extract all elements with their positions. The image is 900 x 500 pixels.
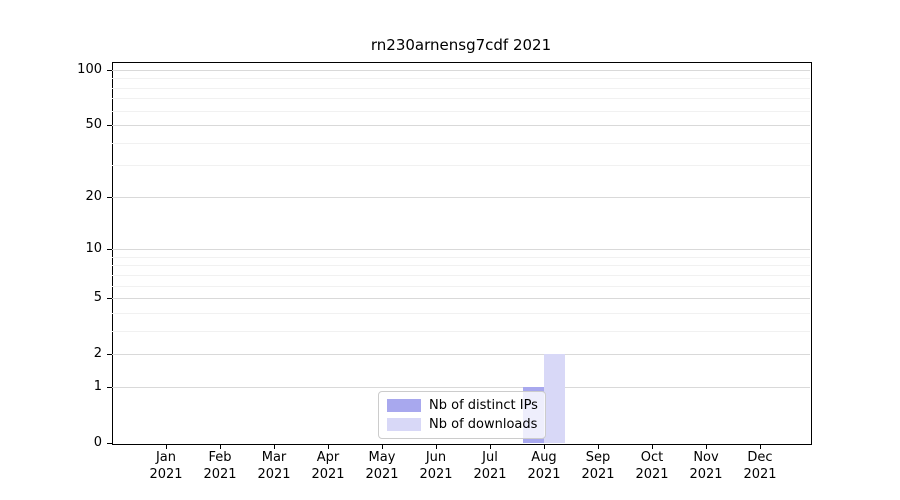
x-tick-month: Aug: [531, 450, 557, 465]
gridline-minor: [112, 142, 810, 144]
y-tick-label: 20: [85, 188, 102, 204]
bar-nb-of-downloads-aug-2021: [544, 354, 565, 443]
legend-item: Nb of downloads: [387, 417, 537, 432]
x-tick: [652, 444, 653, 449]
x-tick: [274, 444, 275, 449]
x-tick-month: Jul: [482, 450, 498, 465]
gridline-major: [112, 249, 810, 251]
x-tick-year: 2021: [743, 467, 777, 482]
gridline-minor: [112, 110, 810, 112]
gridline-major: [112, 354, 810, 356]
x-tick: [382, 444, 383, 449]
chart-title: rn230arnensg7cdf 2021: [370, 36, 552, 54]
gridline-minor: [112, 165, 810, 167]
x-tick-label: Nov 2021: [676, 449, 736, 483]
x-tick-month: Nov: [693, 450, 719, 465]
x-tick: [166, 444, 167, 449]
y-tick-label: 2: [93, 346, 102, 362]
plot-area: [112, 62, 812, 445]
y-tick: [107, 125, 112, 127]
legend: Nb of distinct IPs Nb of downloads: [378, 391, 546, 439]
x-tick-label: Feb 2021: [190, 449, 250, 483]
x-tick-month: Jun: [425, 450, 447, 465]
x-tick: [706, 444, 707, 449]
x-tick-year: 2021: [365, 467, 399, 482]
gridline-major: [112, 298, 810, 300]
x-tick-month: Dec: [747, 450, 773, 465]
gridline-minor: [112, 265, 810, 267]
y-tick: [107, 354, 112, 356]
y-tick-label: 1: [93, 378, 102, 394]
x-tick-label: May 2021: [352, 449, 412, 483]
gridline-minor: [112, 256, 810, 258]
y-tick: [107, 443, 112, 444]
x-tick-month: May: [368, 450, 396, 465]
x-tick: [328, 444, 329, 449]
gridline-major: [112, 386, 810, 388]
x-tick-month: Jan: [155, 450, 177, 465]
x-tick-month: Sep: [585, 450, 611, 465]
x-tick-year: 2021: [473, 467, 507, 482]
x-tick-label: Apr 2021: [298, 449, 358, 483]
y-tick-label: 5: [93, 290, 102, 306]
y-tick: [107, 249, 112, 251]
x-tick: [598, 444, 599, 449]
x-tick: [436, 444, 437, 449]
y-tick-label: 10: [85, 241, 102, 257]
gridline-major: [112, 196, 810, 198]
x-tick-label: Dec 2021: [730, 449, 790, 483]
x-tick: [760, 444, 761, 449]
legend-item: Nb of distinct IPs: [387, 398, 538, 413]
legend-swatch-icon: [387, 399, 421, 412]
legend-label: Nb of downloads: [429, 417, 538, 432]
gridline-minor: [112, 98, 810, 100]
gridline-minor: [112, 274, 810, 276]
x-tick-year: 2021: [635, 467, 669, 482]
y-tick: [107, 298, 112, 300]
gridline-minor: [112, 78, 810, 80]
x-tick-label: Oct 2021: [622, 449, 682, 483]
x-tick-label: Aug 2021: [514, 449, 574, 483]
y-tick: [107, 386, 112, 388]
gridline-major: [112, 125, 810, 127]
gridline-minor: [112, 312, 810, 314]
y-tick-label: 100: [77, 61, 102, 77]
gridline-major: [112, 69, 810, 71]
y-tick: [107, 196, 112, 198]
x-tick-label: Jan 2021: [136, 449, 196, 483]
y-tick-label: 50: [85, 117, 102, 133]
x-tick-month: Oct: [640, 450, 664, 465]
x-tick-year: 2021: [527, 467, 561, 482]
x-tick-year: 2021: [581, 467, 615, 482]
gridline-minor: [112, 285, 810, 287]
x-tick-month: Feb: [208, 450, 232, 465]
legend-swatch-icon: [387, 418, 421, 431]
x-tick-month: Mar: [261, 450, 287, 465]
legend-label: Nb of distinct IPs: [429, 398, 538, 413]
gridline-minor: [112, 87, 810, 89]
x-tick-label: Mar 2021: [244, 449, 304, 483]
x-tick-label: Jul 2021: [460, 449, 520, 483]
x-tick-year: 2021: [419, 467, 453, 482]
x-tick-label: Jun 2021: [406, 449, 466, 483]
x-tick-year: 2021: [203, 467, 237, 482]
x-tick: [544, 444, 545, 449]
x-tick: [490, 444, 491, 449]
x-tick-label: Sep 2021: [568, 449, 628, 483]
x-tick-year: 2021: [311, 467, 345, 482]
x-tick-year: 2021: [689, 467, 723, 482]
x-tick: [220, 444, 221, 449]
x-tick-year: 2021: [149, 467, 183, 482]
gridline-minor: [112, 330, 810, 332]
y-tick: [107, 69, 112, 71]
x-tick-year: 2021: [257, 467, 291, 482]
x-tick-month: Apr: [316, 450, 340, 465]
y-tick-label: 0: [93, 435, 102, 450]
